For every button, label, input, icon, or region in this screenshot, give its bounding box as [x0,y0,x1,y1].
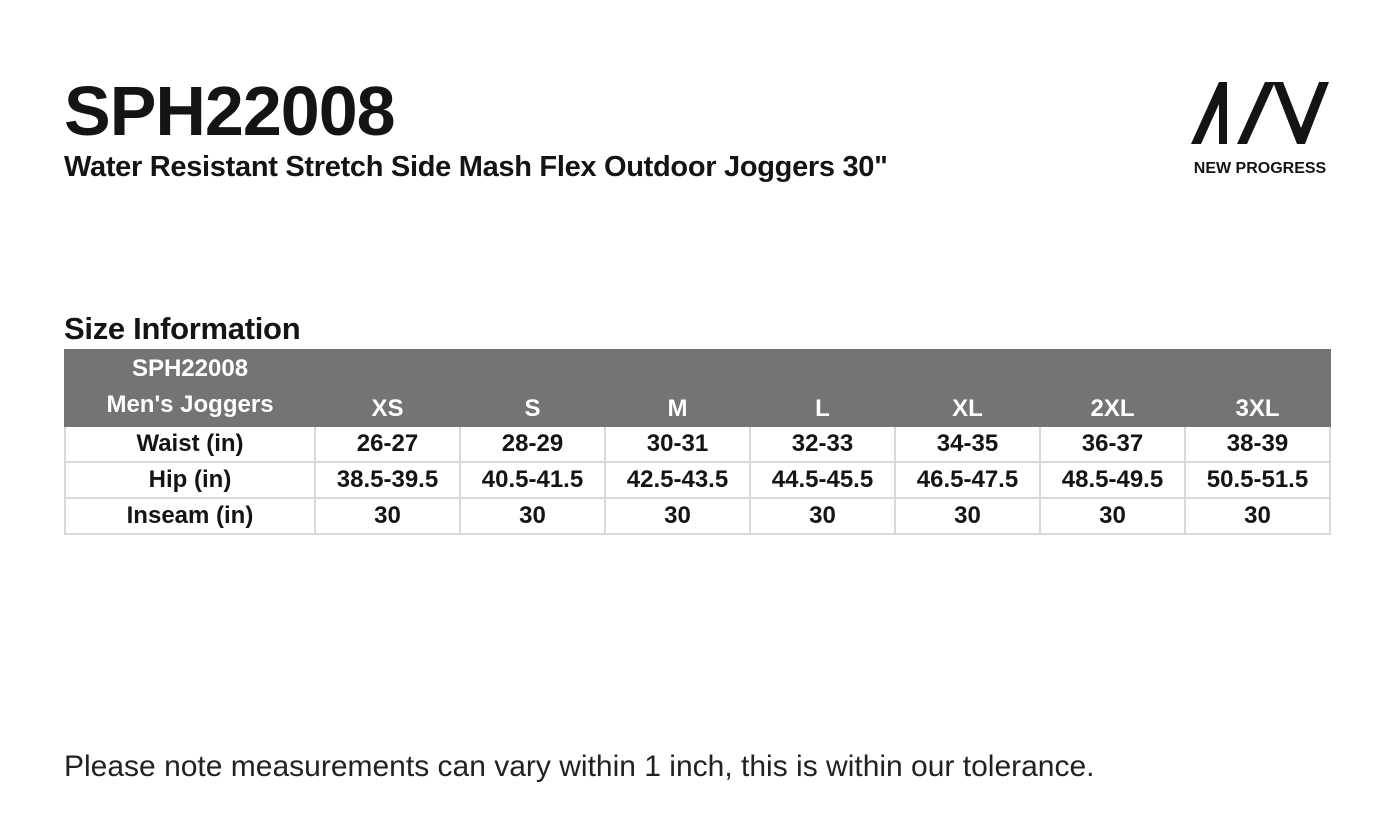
size-header: 2XL [1039,349,1186,427]
table-cell: 30 [1039,497,1186,535]
table-cell: 34-35 [894,425,1041,463]
table-cell: 42.5-43.5 [604,461,751,499]
table-cell: 26-27 [314,425,461,463]
table-cell: 30 [459,497,606,535]
table-row-inseam: Inseam (in) 30 30 30 30 30 30 30 [64,497,1331,535]
size-header: XL [894,349,1041,427]
product-code-title: SPH22008 [64,72,396,150]
corner-product-type: Men's Joggers [106,391,274,418]
table-row-waist: Waist (in) 26-27 28-29 30-31 32-33 34-35… [64,425,1331,463]
size-table: SPH22008 Men's Joggers XS S M L XL 2XL 3… [64,349,1331,535]
table-cell: 30 [749,497,896,535]
product-name-subtitle: Water Resistant Stretch Side Mash Flex O… [64,151,888,183]
size-header: 3XL [1184,349,1331,427]
row-label: Inseam (in) [64,497,316,535]
table-cell: 30-31 [604,425,751,463]
table-row-hip: Hip (in) 38.5-39.5 40.5-41.5 42.5-43.5 4… [64,461,1331,499]
size-header-row: SPH22008 Men's Joggers XS S M L XL 2XL 3… [64,349,1331,427]
section-title: Size Information [64,311,301,346]
size-header: S [459,349,606,427]
table-cell: 30 [314,497,461,535]
aiv-logo-icon [1191,82,1329,144]
table-cell: 40.5-41.5 [459,461,606,499]
size-header: L [749,349,896,427]
table-cell: 46.5-47.5 [894,461,1041,499]
brand-name: NEW PROGRESS [1193,160,1327,177]
table-cell: 32-33 [749,425,896,463]
size-header: M [604,349,751,427]
table-cell: 28-29 [459,425,606,463]
table-cell: 30 [604,497,751,535]
table-cell: 44.5-45.5 [749,461,896,499]
table-cell: 30 [1184,497,1331,535]
row-label: Waist (in) [64,425,316,463]
table-cell: 48.5-49.5 [1039,461,1186,499]
table-cell: 36-37 [1039,425,1186,463]
table-cell: 50.5-51.5 [1184,461,1331,499]
tolerance-note: Please note measurements can vary within… [64,750,1095,783]
row-label: Hip (in) [64,461,316,499]
corner-code: SPH22008 [131,355,249,382]
table-corner-header: SPH22008 Men's Joggers [64,349,316,427]
table-cell: 30 [894,497,1041,535]
size-header: XS [314,349,461,427]
brand-logo: NEW PROGRESS [1180,82,1340,178]
table-cell: 38.5-39.5 [314,461,461,499]
table-cell: 38-39 [1184,425,1331,463]
